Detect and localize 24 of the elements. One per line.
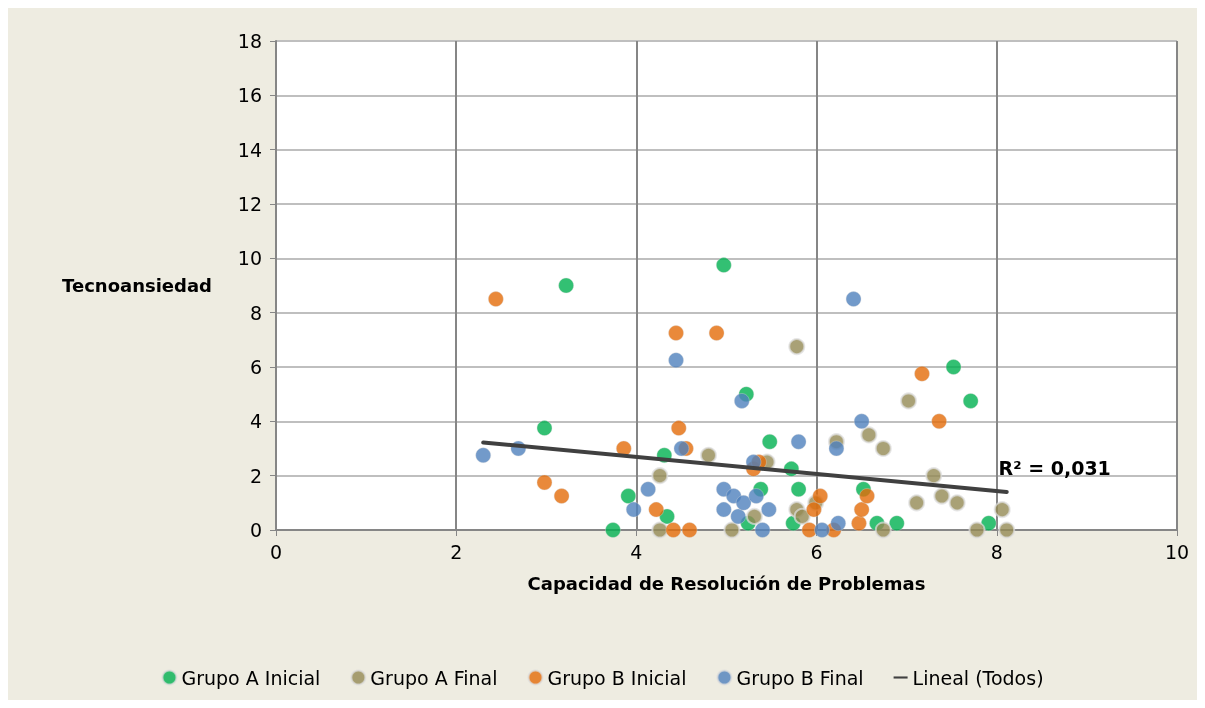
y-tick-label: 0 (249, 519, 262, 541)
x-tick-label: 10 (1164, 540, 1190, 563)
y-axis-title: Tecnoansiedad (62, 275, 212, 296)
y-tick-label: 10 (237, 247, 262, 270)
y-tick-label: 8 (249, 301, 262, 324)
x-tick-label: 4 (630, 540, 643, 563)
legend-label: Grupo B Inicial (547, 666, 687, 689)
x-tick-label: 2 (450, 540, 463, 563)
y-tick-label: 14 (237, 138, 262, 161)
legend-label: Grupo B Final (736, 666, 864, 689)
y-tick-label: 12 (237, 193, 262, 215)
legend-label: Grupo A Inicial (181, 666, 321, 689)
x-tick-label: 8 (990, 540, 1003, 563)
y-tick-label: 18 (237, 30, 262, 52)
y-tick-label: 4 (249, 410, 262, 433)
legend-label: Grupo A Final (370, 666, 498, 689)
x-axis-title: Capacidad de Resolución de Problemas (527, 572, 926, 594)
x-tick-label: 6 (810, 540, 823, 563)
x-tick-label: 0 (269, 540, 283, 563)
y-tick-label: 6 (249, 356, 262, 378)
y-tick-label: 2 (249, 464, 262, 487)
annotation: R² = 0,031 (998, 456, 1111, 479)
y-tick-label: 16 (237, 84, 262, 107)
legend-label: Lineal (Todos) (912, 666, 1044, 689)
